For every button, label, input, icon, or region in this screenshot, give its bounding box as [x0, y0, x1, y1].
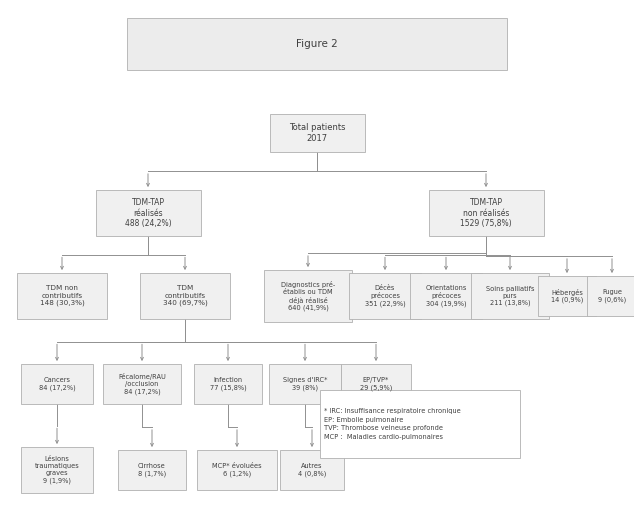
Text: Cancers
84 (17,2%): Cancers 84 (17,2%): [39, 377, 75, 391]
FancyBboxPatch shape: [194, 364, 262, 404]
Text: Fugue
9 (0,6%): Fugue 9 (0,6%): [598, 289, 626, 303]
Text: Autres
4 (0,8%): Autres 4 (0,8%): [298, 463, 326, 477]
Text: TDM non
contributifs
148 (30,3%): TDM non contributifs 148 (30,3%): [39, 286, 84, 307]
FancyBboxPatch shape: [21, 364, 93, 404]
FancyBboxPatch shape: [280, 450, 344, 490]
FancyBboxPatch shape: [17, 273, 107, 319]
Text: Fécalome/RAU
/occlusion
84 (17,2%): Fécalome/RAU /occlusion 84 (17,2%): [118, 373, 166, 395]
FancyBboxPatch shape: [471, 273, 549, 319]
FancyBboxPatch shape: [96, 190, 200, 236]
FancyBboxPatch shape: [349, 273, 421, 319]
FancyBboxPatch shape: [118, 450, 186, 490]
Text: Total patients
2017: Total patients 2017: [288, 123, 346, 143]
FancyBboxPatch shape: [320, 390, 520, 458]
FancyBboxPatch shape: [127, 18, 507, 70]
Text: TDM
contributifs
340 (69,7%): TDM contributifs 340 (69,7%): [163, 286, 207, 307]
Text: Signes d'IRC*
39 (8%): Signes d'IRC* 39 (8%): [283, 377, 327, 391]
Text: TDM-TAP
réalisés
488 (24,2%): TDM-TAP réalisés 488 (24,2%): [125, 198, 171, 228]
Text: Cirrhose
8 (1,7%): Cirrhose 8 (1,7%): [138, 463, 166, 477]
FancyBboxPatch shape: [197, 450, 277, 490]
Text: Figure 2: Figure 2: [296, 39, 338, 49]
FancyBboxPatch shape: [269, 114, 365, 152]
Text: EP/TVP*
29 (5,9%): EP/TVP* 29 (5,9%): [360, 377, 392, 391]
Text: Lésions
traumatiques
graves
9 (1,9%): Lésions traumatiques graves 9 (1,9%): [35, 456, 79, 484]
FancyBboxPatch shape: [587, 276, 634, 316]
FancyBboxPatch shape: [410, 273, 482, 319]
Text: Soins palliatifs
purs
211 (13,8%): Soins palliatifs purs 211 (13,8%): [486, 286, 534, 307]
FancyBboxPatch shape: [264, 270, 352, 322]
Text: TDM-TAP
non réalisés
1529 (75,8%): TDM-TAP non réalisés 1529 (75,8%): [460, 198, 512, 228]
FancyBboxPatch shape: [103, 364, 181, 404]
Text: Orientations
précoces
304 (19,9%): Orientations précoces 304 (19,9%): [425, 285, 467, 307]
FancyBboxPatch shape: [341, 364, 411, 404]
Text: * IRC: Insuffisance respiratoire chronique
EP: Embolie pulmonaire
TVP: Thrombose: * IRC: Insuffisance respiratoire chroniq…: [324, 408, 461, 440]
Text: Infection
77 (15,8%): Infection 77 (15,8%): [210, 377, 247, 391]
FancyBboxPatch shape: [140, 273, 230, 319]
Text: Décès
précoces
351 (22,9%): Décès précoces 351 (22,9%): [365, 285, 405, 307]
Text: Hébergés
14 (0,9%): Hébergés 14 (0,9%): [551, 289, 583, 303]
Text: Diagnostics pré-
établis ou TDM
déjà réalisé
640 (41,9%): Diagnostics pré- établis ou TDM déjà réa…: [281, 281, 335, 311]
FancyBboxPatch shape: [429, 190, 543, 236]
FancyBboxPatch shape: [21, 447, 93, 493]
FancyBboxPatch shape: [538, 276, 596, 316]
FancyBboxPatch shape: [269, 364, 341, 404]
Text: MCP* évoluées
6 (1,2%): MCP* évoluées 6 (1,2%): [212, 463, 262, 477]
